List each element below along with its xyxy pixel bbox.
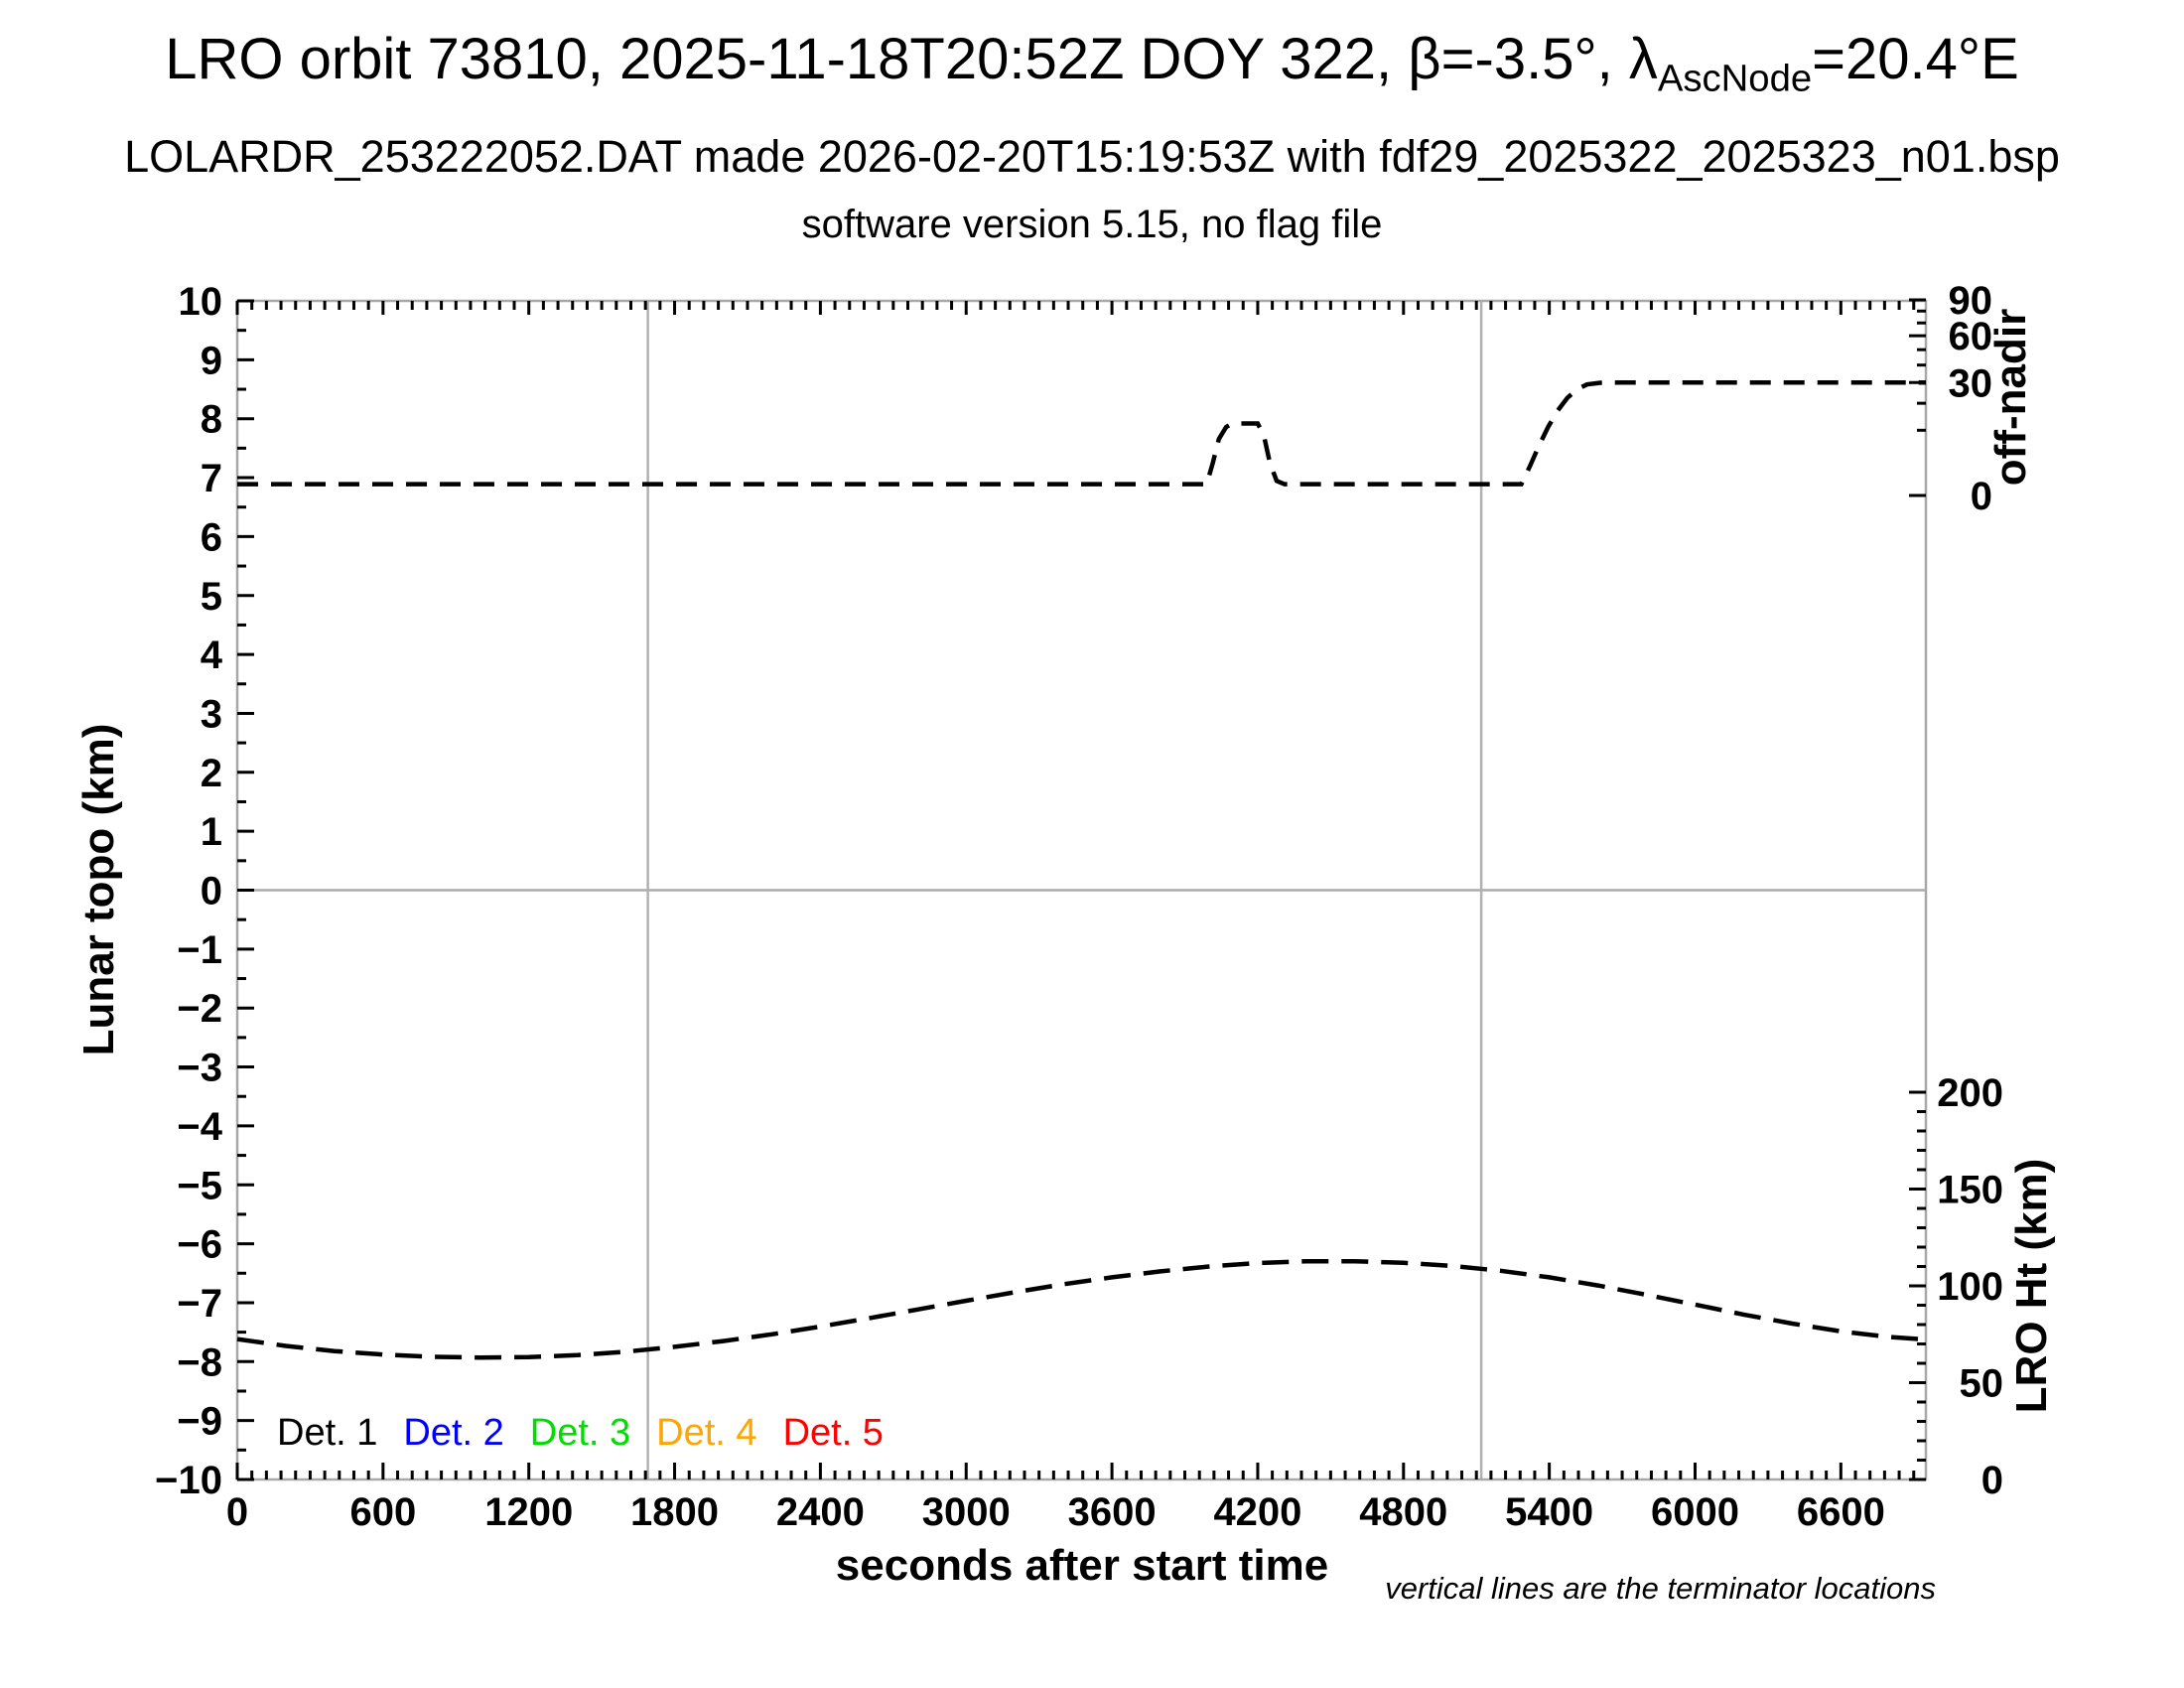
legend-item-det-2: Det. 2 — [403, 1412, 504, 1454]
lro-ht-tick-labels: 200 150 100 50 0 — [1937, 1071, 2003, 1502]
svg-text:−4: −4 — [177, 1105, 222, 1149]
x-axis-ticks — [235, 301, 1916, 1479]
svg-text:150: 150 — [1937, 1169, 2003, 1212]
page-title: LRO orbit 73810, 2025-11-18T20:52Z DOY 3… — [0, 26, 2184, 101]
svg-text:100: 100 — [1937, 1265, 2003, 1309]
off-nadir-tick-labels: 90 60 30 0 — [1949, 279, 1993, 518]
svg-text:−8: −8 — [177, 1340, 222, 1384]
terminator-footnote: vertical lines are the terminator locati… — [1385, 1571, 1936, 1606]
y-axis-title-lro-ht: LRO Ht (km) — [2007, 1158, 2056, 1414]
svg-text:−5: −5 — [177, 1164, 222, 1207]
series-LRO-height — [236, 1258, 1927, 1360]
svg-text:6600: 6600 — [1797, 1490, 1885, 1534]
series-off-nadir-angle — [237, 380, 1926, 487]
y-left-ticks — [237, 299, 254, 1481]
svg-text:2400: 2400 — [776, 1490, 865, 1534]
title-suffix: =20.4°E — [1812, 27, 2019, 91]
svg-text:6000: 6000 — [1651, 1490, 1739, 1534]
svg-text:0: 0 — [1981, 1459, 2003, 1502]
title-prefix: LRO orbit 73810, 2025-11-18T20:52Z DOY 3… — [165, 27, 1658, 91]
svg-text:3600: 3600 — [1068, 1490, 1157, 1534]
svg-text:10: 10 — [179, 280, 223, 324]
svg-text:2: 2 — [201, 752, 222, 795]
svg-text:6: 6 — [201, 515, 222, 559]
legend-item-det-5: Det. 5 — [782, 1412, 884, 1454]
svg-text:5400: 5400 — [1505, 1490, 1593, 1534]
svg-text:1200: 1200 — [484, 1490, 573, 1534]
svg-text:9: 9 — [201, 339, 222, 382]
legend-item-det-3: Det. 3 — [529, 1412, 631, 1454]
off-nadir-ticks — [1909, 298, 1926, 497]
svg-text:−7: −7 — [177, 1282, 222, 1326]
svg-text:4800: 4800 — [1359, 1490, 1447, 1534]
svg-text:−9: −9 — [177, 1400, 222, 1444]
svg-text:60: 60 — [1949, 315, 1993, 358]
svg-text:30: 30 — [1949, 361, 1993, 405]
svg-text:1800: 1800 — [630, 1490, 719, 1534]
lro-ht-ticks — [1909, 1090, 1926, 1481]
title-subscript: AscNode — [1657, 57, 1813, 100]
svg-text:600: 600 — [349, 1490, 416, 1534]
svg-text:3000: 3000 — [922, 1490, 1011, 1534]
svg-text:8: 8 — [201, 398, 222, 442]
y-axis-title-lunar-topo: Lunar topo (km) — [74, 723, 123, 1056]
svg-text:50: 50 — [1960, 1362, 2004, 1406]
svg-text:1: 1 — [201, 810, 222, 854]
svg-text:0: 0 — [1971, 475, 1992, 518]
terminator-lines — [646, 301, 1483, 1479]
svg-text:−2: −2 — [177, 987, 222, 1031]
svg-text:0: 0 — [201, 870, 222, 914]
x-axis-title: seconds after start time — [835, 1541, 1329, 1590]
svg-text:200: 200 — [1937, 1071, 2003, 1115]
subtitle-filename: LOLARDR_253222052.DAT made 2026-02-20T15… — [124, 131, 2060, 182]
svg-text:−10: −10 — [155, 1459, 222, 1502]
detector-legend: Det. 1 Det. 2 Det. 3 Det. 4 Det. 5 — [277, 1412, 884, 1455]
svg-text:7: 7 — [201, 457, 222, 500]
y-axis-title-off-nadir: off-nadir — [1986, 308, 2035, 487]
svg-text:−1: −1 — [177, 928, 222, 972]
legend-item-det-4: Det. 4 — [656, 1412, 757, 1454]
svg-text:0: 0 — [226, 1490, 248, 1534]
y-left-tick-labels: 10 9 8 7 6 5 4 3 2 1 0 −1 −2 −3 −4 −5 −6… — [155, 280, 223, 1502]
svg-text:−3: −3 — [177, 1047, 222, 1090]
legend-item-det-1: Det. 1 — [277, 1412, 378, 1454]
svg-text:3: 3 — [201, 692, 222, 736]
svg-text:90: 90 — [1949, 279, 1993, 323]
svg-text:5: 5 — [201, 575, 222, 619]
x-axis-tick-labels: 0 600 1200 1800 2400 3000 3600 4200 4800… — [226, 1490, 1885, 1534]
svg-text:4200: 4200 — [1213, 1490, 1301, 1534]
svg-text:−6: −6 — [177, 1223, 222, 1267]
subtitle-software-version: software version 5.15, no flag file — [801, 203, 1383, 246]
svg-text:4: 4 — [201, 633, 223, 677]
